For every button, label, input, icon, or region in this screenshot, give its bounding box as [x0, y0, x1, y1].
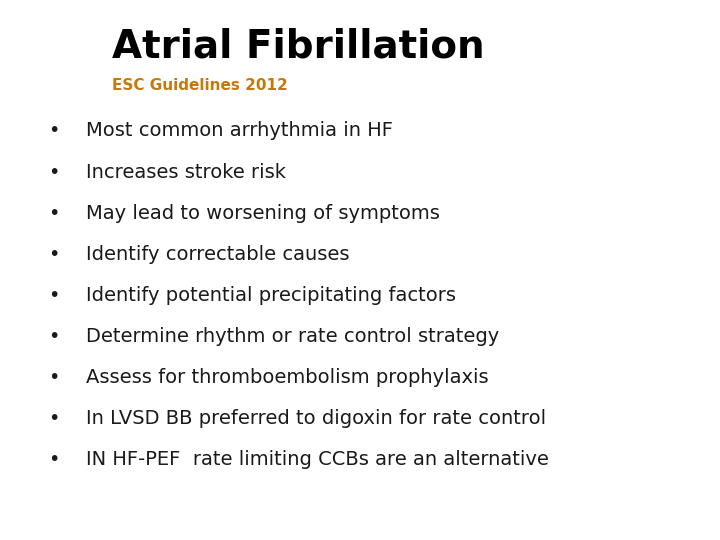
- Text: •: •: [48, 450, 60, 469]
- Text: ESC Guidelines 2012: ESC Guidelines 2012: [112, 78, 287, 93]
- Text: Most common arrhythmia in HF: Most common arrhythmia in HF: [86, 122, 393, 140]
- Text: IN HF-PEF  rate limiting CCBs are an alternative: IN HF-PEF rate limiting CCBs are an alte…: [86, 450, 549, 469]
- Text: •: •: [48, 245, 60, 264]
- Text: •: •: [48, 368, 60, 387]
- Text: May lead to worsening of symptoms: May lead to worsening of symptoms: [86, 204, 440, 222]
- Text: •: •: [48, 163, 60, 181]
- Text: In LVSD BB preferred to digoxin for rate control: In LVSD BB preferred to digoxin for rate…: [86, 409, 546, 428]
- Text: •: •: [48, 204, 60, 222]
- Text: •: •: [48, 327, 60, 346]
- Text: Atrial Fibrillation: Atrial Fibrillation: [112, 27, 485, 65]
- Text: Identify correctable causes: Identify correctable causes: [86, 245, 350, 264]
- Text: Increases stroke risk: Increases stroke risk: [86, 163, 287, 181]
- Text: •: •: [48, 409, 60, 428]
- Text: Assess for thromboembolism prophylaxis: Assess for thromboembolism prophylaxis: [86, 368, 489, 387]
- Text: •: •: [48, 286, 60, 305]
- Text: Determine rhythm or rate control strategy: Determine rhythm or rate control strateg…: [86, 327, 500, 346]
- Text: Identify potential precipitating factors: Identify potential precipitating factors: [86, 286, 456, 305]
- Text: •: •: [48, 122, 60, 140]
